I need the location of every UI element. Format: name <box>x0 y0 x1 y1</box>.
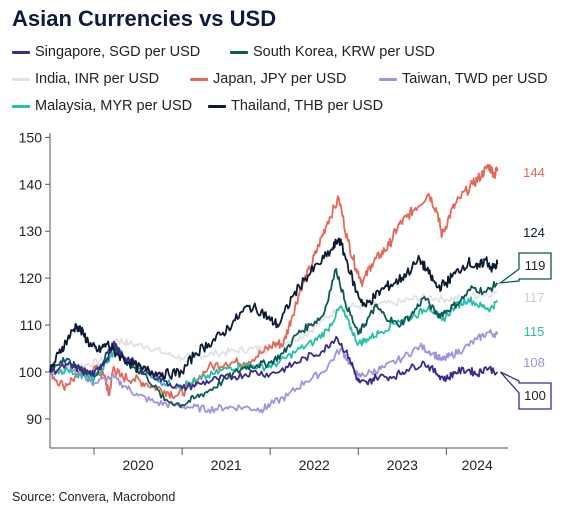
legend-swatch <box>12 104 30 108</box>
legend-item: Thailand, THB per USD <box>208 98 383 114</box>
series-line <box>49 163 499 400</box>
series-line <box>49 290 498 375</box>
y-tick-label: 100 <box>19 364 43 380</box>
legend-item: Japan, JPY per USD <box>190 71 347 87</box>
x-tick-label: 2021 <box>211 457 242 473</box>
x-tick-label: 2023 <box>387 457 418 473</box>
end-label: 115 <box>524 324 545 339</box>
end-label-box <box>498 252 552 284</box>
end-label: 124 <box>523 225 545 240</box>
series-line <box>49 335 499 391</box>
y-tick-label: 140 <box>19 176 43 192</box>
legend-label: South Korea, KRW per USD <box>253 44 435 60</box>
series-line <box>49 267 499 408</box>
legend-item: Taiwan, TWD per USD <box>379 71 548 87</box>
legend-swatch <box>208 104 226 108</box>
x-tick-label: 2024 <box>462 457 493 473</box>
end-label: 117 <box>524 290 545 305</box>
y-tick-label: 150 <box>19 129 43 145</box>
legend-swatch <box>230 50 248 54</box>
legend-swatch <box>379 77 397 81</box>
legend-item: Singapore, SGD per USD <box>12 44 200 60</box>
legend-swatch <box>190 77 208 81</box>
legend-label: Japan, JPY per USD <box>213 71 347 87</box>
chart-title: Asian Currencies vs USD <box>12 6 277 31</box>
x-tick-label: 2022 <box>299 457 330 473</box>
legend-swatch <box>12 50 30 54</box>
y-tick-label: 130 <box>19 223 43 239</box>
end-label: 108 <box>523 355 545 370</box>
source-note: Source: Convera, Macrobond <box>12 490 176 504</box>
legend-swatch <box>12 77 30 81</box>
legend-label: Thailand, THB per USD <box>231 98 384 114</box>
end-label-box <box>499 371 552 410</box>
legend-label: Malaysia, MYR per USD <box>35 98 193 114</box>
series-line <box>49 237 499 380</box>
end-label: 119 <box>525 258 546 273</box>
x-tick-label: 2020 <box>122 457 153 473</box>
y-tick-label: 90 <box>26 411 42 427</box>
series-line <box>49 328 499 414</box>
legend-label: Taiwan, TWD per USD <box>402 71 548 87</box>
end-label: 144 <box>523 165 545 180</box>
legend-item: South Korea, KRW per USD <box>230 44 435 60</box>
end-label: 100 <box>524 388 546 403</box>
legend-label: India, INR per USD <box>35 71 160 87</box>
legend-item: Malaysia, MYR per USD <box>12 98 192 114</box>
legend-label: Singapore, SGD per USD <box>35 44 201 60</box>
legend-item: India, INR per USD <box>12 71 159 87</box>
y-tick-label: 120 <box>19 270 43 286</box>
y-tick-label: 110 <box>20 317 43 333</box>
